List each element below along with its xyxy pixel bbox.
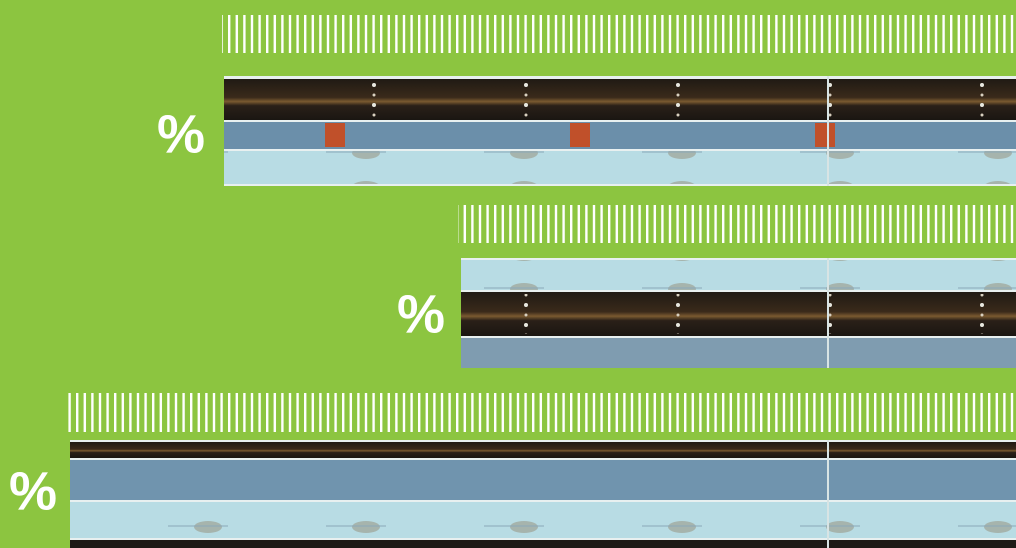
seam [827, 440, 829, 548]
light-marks [461, 260, 1016, 290]
percent-label: % [9, 461, 57, 521]
light-marks [224, 151, 1016, 184]
rail-band [70, 442, 1016, 458]
tick-strip [68, 393, 1016, 432]
row-3: % [9, 393, 1016, 548]
row-2: % [397, 205, 1016, 368]
seam [827, 258, 829, 368]
rust-marks [224, 122, 1016, 149]
blue-band [461, 338, 1016, 368]
percent-label: % [157, 104, 205, 164]
blue-band [70, 460, 1016, 500]
tick-strip [222, 15, 1016, 53]
rail-band [70, 540, 1016, 548]
light-marks [70, 502, 1016, 538]
tick-strip [458, 205, 1016, 243]
percent-label: % [397, 284, 445, 344]
row-1: % [157, 15, 1016, 186]
rail-dots [224, 79, 1016, 120]
rail-dots [461, 294, 1016, 334]
seam [827, 76, 829, 186]
